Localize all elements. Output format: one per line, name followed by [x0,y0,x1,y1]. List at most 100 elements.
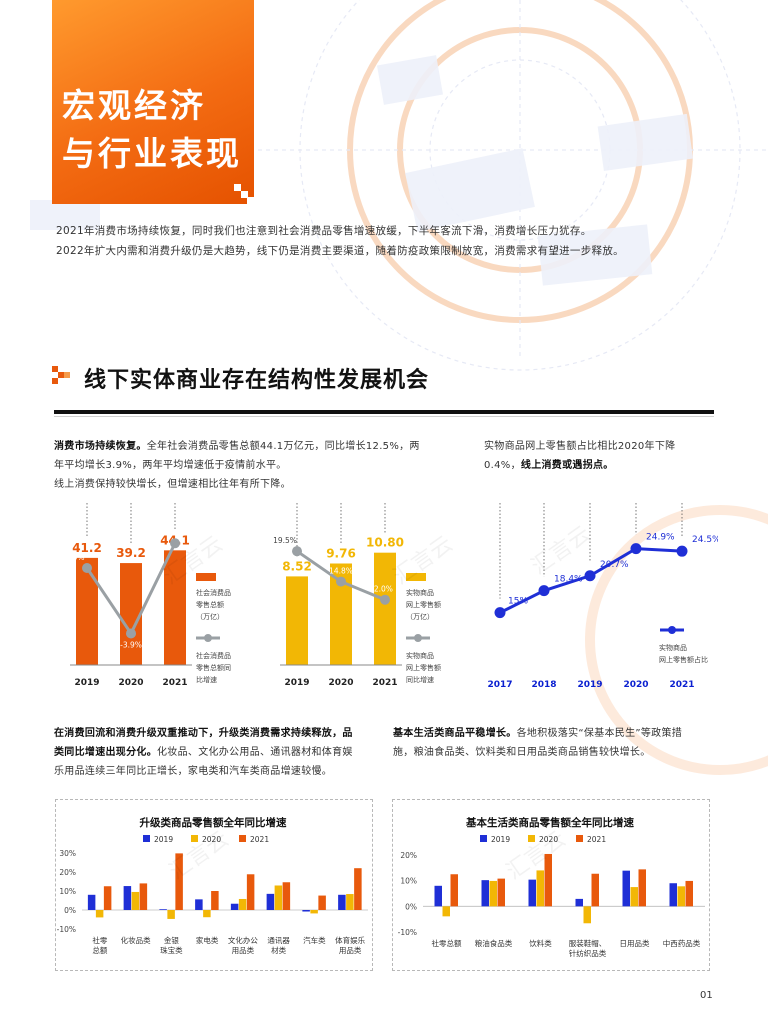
legend-line-marker [204,634,212,642]
bar-2020 [274,885,283,910]
pixel-decoration-icon [234,184,254,204]
bar-2020 [131,891,140,910]
watermark-text: 汇言云 [165,827,233,885]
x-tick-label: 化妆品类 [121,935,151,945]
bar-2021 [544,853,552,907]
y-tick-label: 10% [400,877,417,886]
x-tick-label: 2020 [118,678,143,688]
bar-value-label: 8.52 [282,559,312,573]
bar-2019 [669,883,677,907]
legend-bar-text: 社会消费品 [196,588,231,597]
legend-swatch-2021 [576,835,583,842]
bar-2019 [622,870,630,907]
x-tick-label: 文化办公 [228,935,258,945]
legend-swatch-2019 [480,835,487,842]
x-tick-label: 粮油食品类 [475,938,513,948]
intro-paragraph: 2021年消费市场持续恢复，同时我们也注意到社会消费品零售增速放缓，下半年客流下… [56,221,624,261]
bar-2020 [120,563,142,665]
x-tick-label: 2017 [487,680,512,690]
title-line-1: 宏观经济 [62,86,206,125]
legend-bar-text: 实物商品 [406,588,434,597]
share-point-2018 [538,585,550,597]
rate-point [380,594,390,605]
legend-line-text: 社会消费品 [196,651,231,660]
upgrade-line3: 乐用品连续三年同比正增长，家电类和汽车类商品增速较慢。 [54,766,333,777]
page-title: 宏观经济 与行业表现 [62,82,242,178]
x-tick-label: 社零总额 [432,938,462,948]
legend-bar-text: （万亿） [406,612,434,621]
legend-swatch-2020 [528,835,535,842]
legend-bar-text: 网上零售额 [406,600,441,609]
legend-label: 2021 [587,835,606,844]
upgrade-consumption-text: 在消费回流和消费升级双重推动下，升级类消费需求持续释放，品 类同比增速出现分化。… [54,724,353,781]
x-tick-label: 2019 [284,678,309,688]
bar-2021 [139,883,148,910]
bar-2020 [489,880,497,907]
rate-label: 19.5% [273,536,297,545]
basic-line2: 施，粮油食品类、饮料类和日用品类商品销售较快增长。 [393,747,651,758]
x-tick-label: 2021 [669,680,694,690]
chart-title: 基本生活类商品零售额全年同比增速 [465,816,634,829]
rate-point [170,538,180,549]
section-title: 线下实体商业存在结构性发展机会 [84,368,430,393]
bar-2021 [103,886,112,910]
x-tick-label: 2021 [372,678,397,688]
bar-value-label: 39.2 [116,546,146,560]
share-value-label: 20.7% [600,560,629,570]
legend-label: 2019 [154,835,173,844]
rate-label: 14.8% [329,567,353,576]
rate-point [292,546,302,557]
x-tick-label: 2019 [74,678,99,688]
legend-line-text: 同比增速 [406,675,434,684]
x-tick-label: 针纺织品类 [569,948,607,958]
bar-2020 [310,910,318,914]
legend-line-text: 网上零售额 [406,663,441,672]
rate-label: 12.0% [369,585,393,594]
legend-label: 2020 [539,835,558,844]
legend-label: 2021 [250,835,269,844]
bar-2021 [374,552,396,665]
bar-value-label: 10.80 [366,536,404,550]
bar-2020 [238,898,247,910]
bar-2021 [175,853,183,910]
online-share-chart: 15% 2017 18.4% 2018 20.7% 2019 24.9% 2020 24.5% 2… [487,503,718,690]
legend-swatch-2019 [143,835,150,842]
x-tick-label: 总额 [92,945,107,955]
y-tick-label: 20% [400,851,417,860]
bar-2020 [442,906,450,917]
bar-2019 [528,879,536,907]
share-point-2019 [584,570,596,582]
legend-bar-swatch [406,573,426,581]
page-number: 01 [700,990,713,1001]
bar-2019 [195,899,203,910]
x-tick-label: 体育娱乐 [335,935,365,945]
legend-line-marker [414,634,422,642]
bar-2019 [123,886,132,910]
intro-line-1: 2021年消费市场持续恢复，同时我们也注意到社会消费品零售增速放缓，下半年客流下… [56,225,592,237]
x-tick-label: 中西药品类 [663,938,701,948]
x-tick-label: 社零 [92,935,107,945]
bar-2021 [450,874,458,907]
online-retail-chart: 8.52 2019 9.76 2020 10.80 2021 19.5% 14.8% 12.0%… [273,503,458,688]
y-tick-label: 20% [59,868,76,877]
retail-summary-line2: 年平均增长3.9%，两年平均增速低于疫情前水平。 [54,460,287,471]
bar-2019 [286,576,308,665]
rate-point [336,576,346,587]
bar-2020 [167,910,175,919]
legend-swatch-2020 [191,835,198,842]
legend-bar-text: （万亿） [196,612,224,621]
x-tick-label: 金银 [164,935,179,945]
retail-summary-line3: 线上消费保持较快增长，但增速相比往年有所下降。 [54,479,291,490]
bar-2019 [266,893,275,910]
bar-2021 [638,869,646,907]
retail-summary-text: 消费市场持续恢复。全年社会消费品零售总额44.1万亿元，同比增长12.5%，两 … [54,437,420,494]
legend-line-marker [668,626,676,634]
legend-text: 网上零售额占比 [659,655,708,664]
upgrade-goods-chart: 升级类商品零售额全年同比增速 2019 2020 2021 30% 20% 10% 0% -10… [57,816,368,955]
rate-point [82,563,92,573]
title-line-2: 与行业表现 [62,134,242,173]
section-arrow-icon [52,366,70,384]
upgrade-line2-bold: 类同比增速出现分化。 [54,747,157,758]
x-tick-label: 2021 [162,678,187,688]
